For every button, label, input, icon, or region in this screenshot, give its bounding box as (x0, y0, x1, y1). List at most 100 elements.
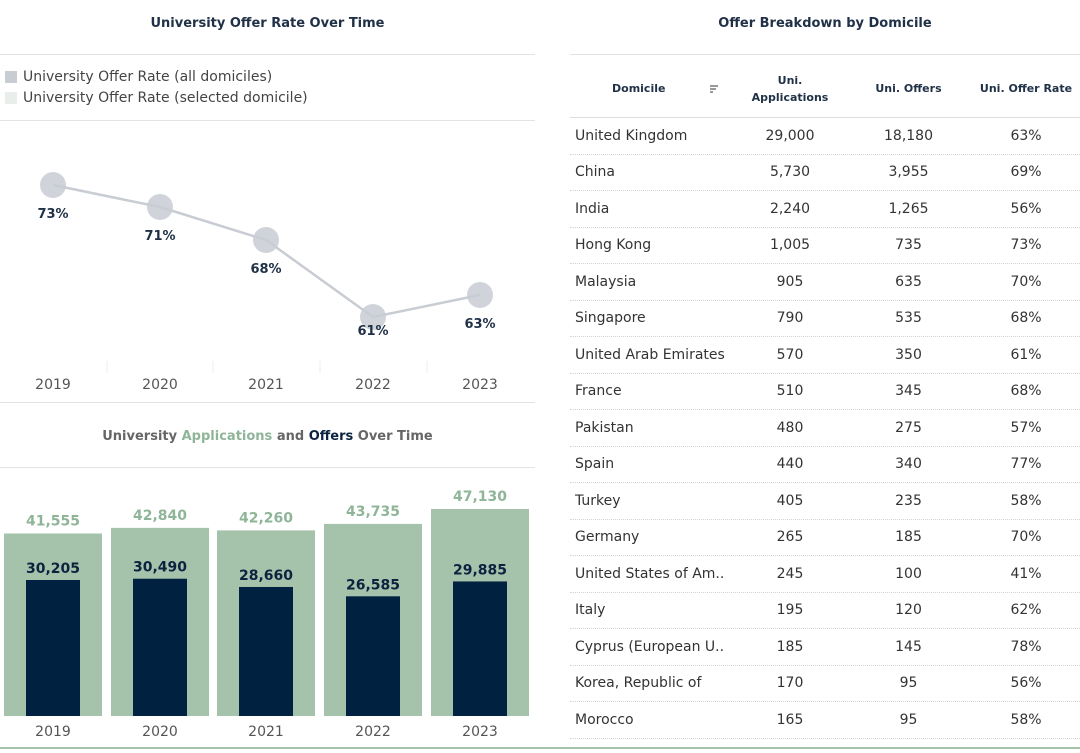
divider (0, 54, 535, 55)
cell-offer-rate: 70% (1010, 273, 1042, 290)
column-header-domicile[interactable]: Domicile (570, 80, 735, 97)
x-tick-label: 2019 (35, 724, 71, 740)
cell-offers: 100 (895, 565, 922, 582)
cell-offer-rate: 77% (1010, 456, 1042, 473)
cell-domicile: Malaysia (575, 273, 637, 290)
cell-domicile: Italy (575, 602, 606, 619)
table-row[interactable]: China 5,730 3,955 69% (570, 155, 1080, 191)
cell-domicile: Singapore (575, 310, 646, 327)
legend-swatch (5, 70, 17, 83)
data-point[interactable] (40, 172, 66, 198)
x-tick-label: 2023 (462, 724, 498, 740)
legend-item-selected-domicile[interactable]: University Offer Rate (selected domicile… (5, 87, 308, 108)
cell-applications: 185 (776, 638, 804, 655)
cell-applications: 170 (776, 675, 804, 692)
table-row[interactable]: Turkey 405 235 58% (570, 483, 1080, 520)
table-row[interactable]: Morocco 165 95 58% (570, 702, 1080, 739)
cell-offers: 18,180 (884, 127, 933, 144)
cell-domicile: Morocco (575, 711, 634, 728)
cell-applications: 1,005 (769, 237, 811, 254)
data-point[interactable] (147, 194, 173, 220)
offers-bar[interactable] (133, 578, 187, 716)
data-point[interactable] (253, 227, 279, 253)
table-row[interactable]: Italy 195 120 62% (570, 593, 1080, 629)
table-row[interactable]: Singapore 790 535 68% (570, 301, 1080, 337)
cell-applications: 905 (776, 273, 804, 290)
table-row[interactable]: Korea, Republic of 170 95 56% (570, 666, 1080, 702)
applications-label: 42,840 (133, 508, 187, 524)
data-point[interactable] (467, 282, 493, 308)
cell-offers: 735 (895, 237, 922, 254)
offers-bar[interactable] (239, 586, 293, 716)
table-row[interactable]: Cyprus (European U.. 185 145 78% (570, 629, 1080, 666)
table-row[interactable]: Spain 440 340 77% (570, 447, 1080, 483)
cell-offer-rate: 62% (1010, 602, 1042, 619)
column-header-offer-rate[interactable]: Uni. Offer Rate (979, 82, 1073, 95)
cell-applications: 29,000 (765, 127, 815, 144)
table-row[interactable]: Pakistan 480 275 57% (570, 410, 1080, 447)
divider (0, 120, 535, 121)
table-row[interactable]: India 2,240 1,265 56% (570, 191, 1080, 228)
table-row[interactable]: United Kingdom 29,000 18,180 63% (570, 118, 1080, 155)
offers-bar[interactable] (453, 581, 507, 716)
offers-label: 29,885 (453, 562, 507, 578)
x-tick-label: 2019 (35, 377, 71, 393)
cell-applications: 245 (776, 565, 804, 582)
cell-offer-rate: 70% (1010, 529, 1042, 546)
cell-applications: 2,240 (769, 200, 811, 217)
cell-offer-rate: 56% (1010, 200, 1042, 217)
divider (570, 54, 1080, 55)
domicile-table: Domicile Uni. Applications Uni. Offers U… (570, 60, 1080, 739)
offers-bar[interactable] (26, 580, 80, 716)
table-row[interactable]: United States of Am.. 245 100 41% (570, 556, 1080, 593)
cell-offer-rate: 57% (1010, 419, 1042, 436)
cell-offers: 3,955 (888, 164, 929, 181)
cell-offer-rate: 41% (1010, 565, 1042, 582)
cell-domicile: Spain (575, 456, 615, 473)
cell-offers: 185 (895, 529, 922, 546)
legend-label: University Offer Rate (all domiciles) (23, 68, 273, 85)
sort-icon[interactable] (709, 84, 719, 94)
data-label: 63% (464, 317, 495, 332)
data-point[interactable] (360, 304, 386, 330)
cell-offers: 145 (895, 638, 922, 655)
applications-label: 43,735 (346, 504, 400, 520)
cell-domicile: Cyprus (European U.. (575, 638, 725, 655)
table-title: Offer Breakdown by Domicile (718, 16, 932, 31)
cell-domicile: Turkey (575, 492, 621, 509)
cell-domicile: France (575, 383, 622, 400)
table-row[interactable]: Hong Kong 1,005 735 73% (570, 228, 1080, 264)
cell-applications: 265 (776, 529, 804, 546)
offers-label: 30,205 (26, 561, 80, 577)
cell-offers: 95 (899, 675, 918, 692)
table-row[interactable]: Malaysia 905 635 70% (570, 264, 1080, 301)
legend-item-all-domiciles[interactable]: University Offer Rate (all domiciles) (5, 66, 308, 87)
cell-applications: 405 (776, 492, 804, 509)
column-header-applications[interactable]: Uni. Applications (751, 73, 829, 104)
line-chart-legend: University Offer Rate (all domiciles) Un… (5, 66, 308, 108)
cell-offer-rate: 56% (1010, 675, 1042, 692)
cell-offer-rate: 61% (1010, 346, 1042, 363)
cell-offer-rate: 68% (1010, 310, 1042, 327)
line-chart: 73% 71% 68% 61% 63% 2019 2020 2021 2022 2023 (35, 172, 498, 393)
offers-bar[interactable] (346, 596, 400, 716)
cell-applications: 480 (776, 419, 804, 436)
applications-label: 41,555 (26, 513, 80, 529)
cell-domicile: Korea, Republic of (575, 675, 702, 692)
line-chart-title: University Offer Rate Over Time (150, 16, 385, 31)
x-tick-label: 2022 (355, 377, 391, 393)
table-row[interactable]: Germany 265 185 70% (570, 520, 1080, 556)
divider (0, 402, 535, 403)
cell-offers: 235 (895, 492, 922, 509)
x-tick-label: 2021 (248, 377, 284, 393)
cell-domicile: United Arab Emirates (575, 346, 725, 363)
x-tick-label: 2020 (142, 724, 178, 740)
table-row[interactable]: United Arab Emirates 570 350 61% (570, 337, 1080, 374)
offers-label: 26,585 (346, 577, 400, 593)
data-label: 68% (250, 262, 281, 277)
cell-applications: 440 (776, 456, 804, 473)
table-row[interactable]: France 510 345 68% (570, 374, 1080, 410)
column-header-offers[interactable]: Uni. Offers (875, 82, 942, 95)
cell-offer-rate: 68% (1010, 383, 1042, 400)
divider (0, 467, 535, 468)
